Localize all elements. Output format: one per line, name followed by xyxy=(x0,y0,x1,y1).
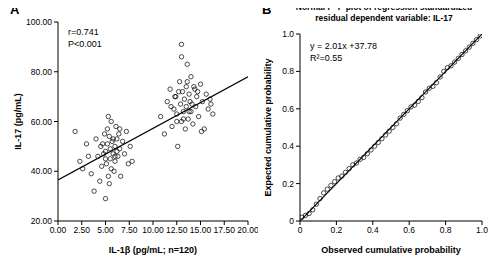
svg-text:40.00: 40.00 xyxy=(31,166,53,176)
svg-text:0.00: 0.00 xyxy=(50,225,67,235)
svg-text:IL-17 (pg/mL): IL-17 (pg/mL) xyxy=(13,93,23,150)
svg-text:5.00: 5.00 xyxy=(97,225,114,235)
svg-text:17.50: 17.50 xyxy=(214,225,236,235)
svg-text:0: 0 xyxy=(298,225,303,235)
svg-text:7.50: 7.50 xyxy=(121,225,138,235)
svg-text:0.2: 0.2 xyxy=(330,225,342,235)
svg-text:15.00: 15.00 xyxy=(190,225,212,235)
svg-text:IL-1β (pg/mL; n=120): IL-1β (pg/mL; n=120) xyxy=(109,245,197,255)
html-text:y = 2.01x +37.78: y = 2.01x +37.78 xyxy=(310,41,378,51)
svg-text:20.00: 20.00 xyxy=(237,225,258,235)
svg-text:0.6: 0.6 xyxy=(403,225,415,235)
html-text:Normal P–P plot of regression: Normal P–P plot of regression standardiz… xyxy=(295,2,473,23)
html-text:B: B xyxy=(262,2,272,17)
svg-text:1.0: 1.0 xyxy=(282,29,294,39)
svg-text:Observed cumulative probabilit: Observed cumulative probability xyxy=(321,245,461,255)
svg-text:Expected cumulative probabilit: Expected cumulative probability xyxy=(263,58,273,196)
svg-text:2.50: 2.50 xyxy=(73,225,90,235)
svg-text:0: 0 xyxy=(289,216,294,226)
svg-text:1.0: 1.0 xyxy=(476,225,488,235)
svg-text:60.00: 60.00 xyxy=(31,117,53,127)
svg-text:0.4: 0.4 xyxy=(282,141,294,151)
svg-text:0.2: 0.2 xyxy=(282,179,294,189)
svg-text:0.4: 0.4 xyxy=(367,225,379,235)
svg-text:100.00: 100.00 xyxy=(26,17,52,27)
svg-text:0.6: 0.6 xyxy=(282,104,294,114)
html-text:P<0.001: P<0.001 xyxy=(68,39,102,49)
svg-text:20.00: 20.00 xyxy=(31,216,53,226)
html-text:r=0.741: r=0.741 xyxy=(68,27,99,37)
svg-text:0.8: 0.8 xyxy=(440,225,452,235)
html-text:R²=0.55: R²=0.55 xyxy=(310,53,343,63)
svg-text:80.00: 80.00 xyxy=(31,67,53,77)
svg-text:10.00: 10.00 xyxy=(142,225,164,235)
svg-text:0.8: 0.8 xyxy=(282,66,294,76)
svg-text:12.50: 12.50 xyxy=(166,225,188,235)
html-text:A: A xyxy=(10,2,20,17)
